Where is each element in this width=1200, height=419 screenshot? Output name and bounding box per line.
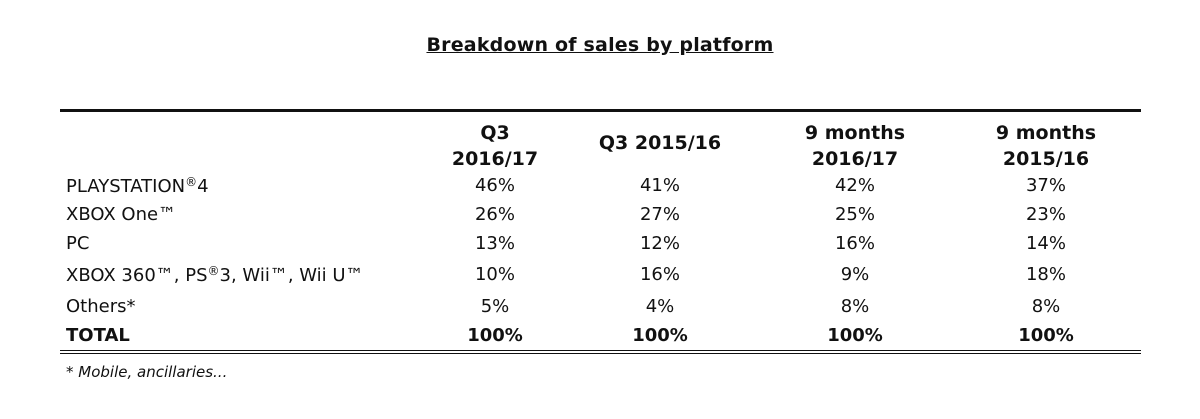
column-header-line1: 9 months [995, 122, 1097, 144]
table-row: Others* 5% 4% 8% 8% [0, 296, 1200, 326]
column-header-9m-2016-17: 9 months 2016/17 [780, 120, 930, 172]
row-label: Others* [66, 296, 136, 317]
table-cell: 16% [639, 264, 680, 285]
row-label: TOTAL [66, 325, 130, 346]
top-rule [60, 109, 1141, 112]
table-cell: 25% [834, 204, 875, 225]
table-cell: 13% [474, 233, 515, 254]
table-cell: 27% [639, 204, 680, 225]
table-cell: 26% [474, 204, 515, 225]
table-cell: 46% [474, 175, 515, 196]
row-label: PLAYSTATION®4 [66, 175, 209, 197]
table-title: Breakdown of sales by platform [426, 34, 774, 56]
table-cell: 12% [639, 233, 680, 254]
column-header-q3-2016-17: Q3 2016/17 [420, 120, 570, 172]
table-cell: 100% [467, 325, 523, 346]
table-row-total: TOTAL 100% 100% 100% 100% [0, 325, 1200, 355]
table-cell: 4% [645, 296, 675, 317]
bottom-rule [60, 350, 1141, 354]
column-header-line1: Q3 [480, 122, 510, 144]
table-cell: 41% [639, 175, 680, 196]
table-cell: 100% [827, 325, 883, 346]
table-cell: 8% [840, 296, 870, 317]
row-label: PC [66, 233, 90, 254]
table-cell: 18% [1025, 264, 1066, 285]
column-header-line1: 9 months [804, 122, 906, 144]
table-cell: 14% [1025, 233, 1066, 254]
table-cell: 9% [840, 264, 870, 285]
table-row: PC 13% 12% 16% 14% [0, 233, 1200, 263]
column-header-line1: Q3 2015/16 [598, 132, 722, 154]
column-header-9m-2015-16: 9 months 2015/16 [971, 120, 1121, 172]
table-row: XBOX 360™, PS®3, Wii™, Wii U™ 10% 16% 9%… [0, 264, 1200, 294]
table-row: PLAYSTATION®4 46% 41% 42% 37% [0, 175, 1200, 205]
table-cell: 5% [480, 296, 510, 317]
table-cell: 10% [474, 264, 515, 285]
column-header-line2: 2016/17 [451, 148, 539, 170]
column-header-q3-2015-16: Q3 2015/16 [570, 130, 750, 156]
footnote: * Mobile, ancillaries... [66, 363, 228, 381]
row-label: XBOX 360™, PS®3, Wii™, Wii U™ [66, 264, 364, 286]
table-cell: 37% [1025, 175, 1066, 196]
table-row: XBOX One™ 26% 27% 25% 23% [0, 204, 1200, 234]
table-cell: 16% [834, 233, 875, 254]
column-header-line2: 2016/17 [811, 148, 899, 170]
table-cell: 100% [1018, 325, 1074, 346]
table-cell: 23% [1025, 204, 1066, 225]
row-label: XBOX One™ [66, 204, 177, 225]
table-cell: 42% [834, 175, 875, 196]
table-cell: 8% [1031, 296, 1061, 317]
column-header-line2: 2015/16 [1002, 148, 1090, 170]
table-cell: 100% [632, 325, 688, 346]
